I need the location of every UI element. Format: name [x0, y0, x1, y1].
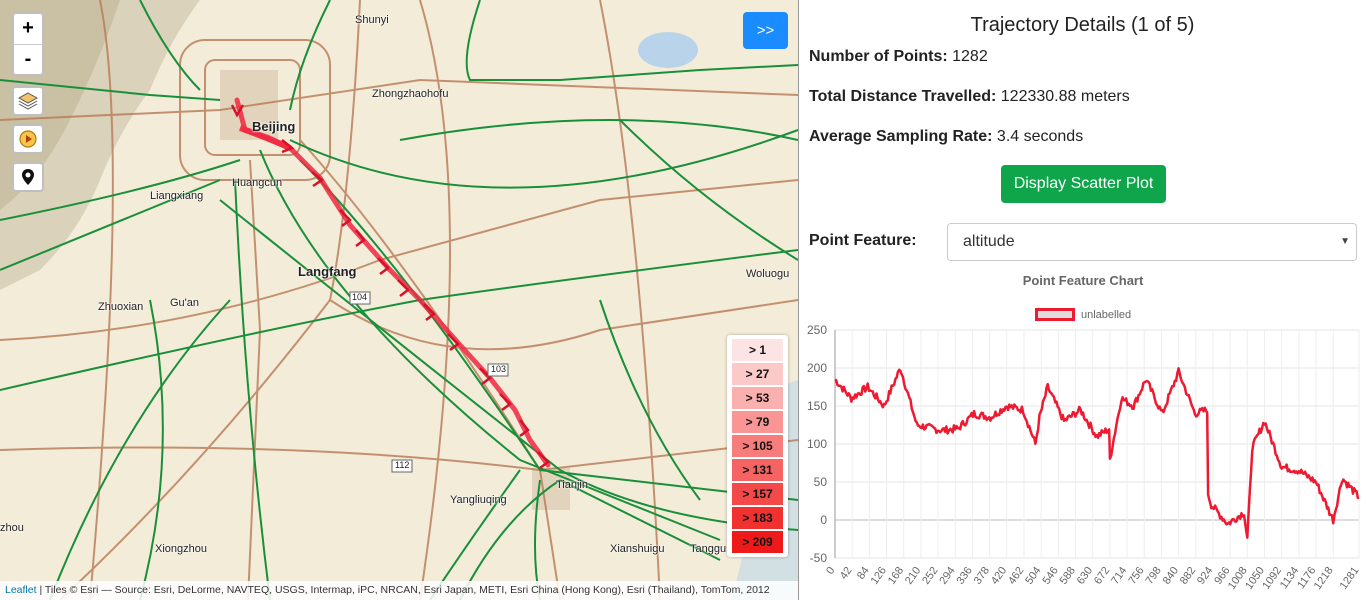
city-label: Liangxiang	[150, 190, 204, 202]
x-tick-label: 630	[1075, 565, 1095, 587]
x-tick-label: 1218	[1312, 565, 1336, 592]
x-tick-label: 588	[1058, 565, 1078, 587]
x-tick-label: 672	[1092, 565, 1112, 587]
x-tick-label: 84	[855, 565, 872, 582]
city-label: Gu'an	[170, 297, 200, 309]
zoom-out-button[interactable]: -	[14, 44, 42, 74]
y-tick-label: 0	[820, 513, 827, 527]
point-feature-select[interactable]: altitude ▼	[947, 223, 1357, 261]
point-feature-value: altitude	[963, 233, 1015, 250]
point-feature-label: Point Feature:	[809, 232, 917, 249]
city-label: Tianjin	[556, 479, 588, 491]
x-tick-label: 378	[972, 565, 992, 587]
city-label: Yangliuqing	[450, 494, 507, 506]
y-tick-label: 100	[807, 437, 827, 451]
distance-value: 122330.88 meters	[1000, 88, 1130, 105]
road-shield: 112	[395, 460, 410, 470]
distance-label: Total Distance Travelled:	[809, 88, 997, 105]
x-tick-label: 210	[903, 565, 923, 587]
city-label: Zhuoxian	[98, 301, 144, 313]
x-tick-label: 882	[1178, 565, 1198, 587]
play-icon	[19, 130, 37, 148]
marker-button[interactable]	[12, 162, 44, 192]
attribution-text: | Tiles © Esri — Source: Esri, DeLorme, …	[36, 584, 770, 596]
city-label: Langfang	[298, 264, 357, 279]
display-scatter-plot-button[interactable]: Display Scatter Plot	[1001, 165, 1166, 203]
legend-bin: > 183	[731, 506, 784, 530]
legend-bin: > 131	[731, 458, 784, 482]
layers-icon	[18, 92, 38, 110]
points-stat: Number of Points: 1282	[809, 48, 988, 66]
y-tick-label: -50	[810, 551, 828, 565]
x-tick-label: 546	[1040, 565, 1060, 587]
city-label: Beijing	[252, 119, 296, 134]
city-label: zhou	[0, 522, 24, 534]
x-tick-label: 252	[920, 565, 940, 587]
chevron-down-icon: ▼	[1340, 236, 1350, 247]
sampling-value: 3.4 seconds	[996, 128, 1084, 145]
city-label: Zhongzhaohofu	[372, 88, 449, 100]
series-line	[834, 367, 1360, 539]
city-label: Tanggu	[690, 543, 727, 555]
zoom-control: + -	[12, 12, 44, 76]
layers-button[interactable]	[12, 86, 44, 116]
x-tick-label: 1281	[1338, 565, 1362, 592]
chart-title: Point Feature Chart	[1022, 273, 1144, 288]
points-label: Number of Points:	[809, 48, 948, 65]
legend-bin: > 1	[731, 338, 784, 362]
x-tick-label: 1092	[1260, 565, 1284, 592]
legend-bin: > 209	[731, 530, 784, 554]
y-tick-label: 250	[807, 323, 827, 337]
y-tick-label: 200	[807, 361, 827, 375]
city-label: Xiongzhou	[155, 543, 207, 555]
x-tick-label: 420	[989, 565, 1009, 587]
color-legend: > 1 > 27 > 53 > 79 > 105 > 131 > 157 > 1…	[727, 335, 788, 557]
playback-button[interactable]	[12, 124, 44, 154]
points-value: 1282	[952, 48, 988, 65]
legend-bin: > 53	[731, 386, 784, 410]
city-label: Shunyi	[355, 14, 389, 26]
city-label: Xianshuigu	[610, 543, 665, 555]
legend-bin: > 79	[731, 410, 784, 434]
zoom-in-button[interactable]: +	[22, 17, 34, 39]
city-label: Huangcun	[232, 177, 283, 189]
x-tick-label: 756	[1126, 565, 1146, 587]
city-label: Woluogu	[746, 268, 790, 280]
x-tick-label: 462	[1006, 565, 1026, 587]
x-tick-label: 294	[937, 565, 957, 587]
x-tick-label: 0	[824, 565, 837, 577]
x-tick-label: 714	[1109, 565, 1129, 587]
y-tick-label: 150	[807, 399, 827, 413]
x-tick-label: 924	[1195, 565, 1215, 587]
x-tick-label: 126	[869, 565, 889, 587]
legend-bin: > 27	[731, 362, 784, 386]
x-tick-label: 336	[955, 565, 975, 587]
legend-label: unlabelled	[1081, 308, 1132, 321]
distance-stat: Total Distance Travelled: 122330.88 mete…	[809, 88, 1130, 106]
sampling-stat: Average Sampling Rate: 3.4 seconds	[809, 128, 1083, 146]
chart-legend[interactable]: unlabelled	[1035, 308, 1131, 321]
panel-title: Trajectory Details (1 of 5)	[970, 14, 1195, 36]
trajectory-details-panel: Trajectory Details (1 of 5) Number of Po…	[798, 0, 1366, 600]
legend-bin: > 105	[731, 434, 784, 458]
x-tick-label: 168	[886, 565, 906, 587]
expand-panel-button[interactable]: >>	[743, 12, 788, 49]
x-tick-label: 42	[838, 565, 855, 582]
leaflet-link[interactable]: Leaflet	[5, 584, 37, 596]
legend-swatch	[1035, 308, 1075, 321]
y-tick-label: 50	[814, 475, 828, 489]
sampling-label: Average Sampling Rate:	[809, 128, 993, 145]
map-view[interactable]: Shunyi Zhongzhaohofu Beijing Huangcun Li…	[0, 0, 798, 600]
map-attribution: Leaflet | Tiles © Esri — Source: Esri, D…	[0, 581, 798, 600]
legend-bin: > 157	[731, 482, 784, 506]
x-tick-label: 504	[1023, 565, 1043, 587]
x-tick-label: 798	[1144, 565, 1164, 587]
road-shield: 103	[491, 364, 507, 374]
map-marker-icon	[22, 169, 34, 185]
x-tick-label: 840	[1161, 565, 1181, 587]
road-shield: 104	[352, 292, 368, 302]
